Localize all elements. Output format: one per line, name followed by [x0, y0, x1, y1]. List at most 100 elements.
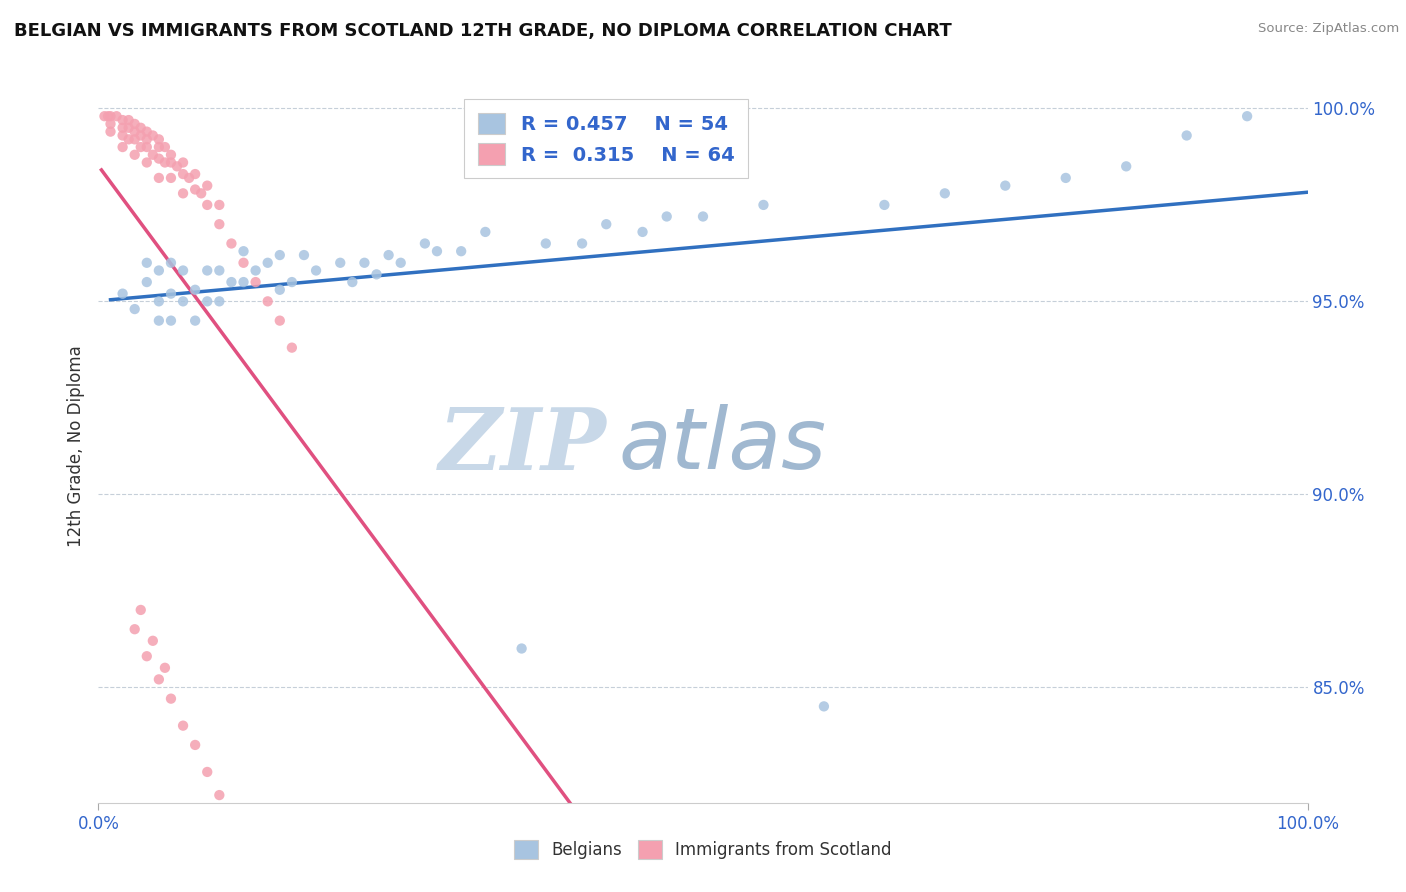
Point [142, 148, 165, 162]
Point [1236, 109, 1258, 123]
Point [184, 167, 207, 181]
Point [93, 109, 115, 123]
Point [1175, 128, 1198, 143]
Point [190, 186, 212, 201]
Point [135, 256, 157, 270]
Point [377, 248, 399, 262]
Point [269, 313, 291, 327]
Point [1054, 170, 1077, 185]
Point [269, 248, 291, 262]
Point [160, 313, 183, 327]
Point [221, 236, 243, 251]
Point [148, 313, 170, 327]
Point [208, 217, 231, 231]
Point [148, 673, 170, 687]
Point [153, 155, 176, 169]
Point [184, 313, 207, 327]
Point [595, 217, 617, 231]
Point [148, 170, 170, 185]
Legend: Belgians, Immigrants from Scotland: Belgians, Immigrants from Scotland [508, 834, 898, 866]
Point [184, 738, 207, 752]
Point [269, 283, 291, 297]
Point [208, 198, 231, 212]
Point [129, 140, 152, 154]
Point [135, 125, 157, 139]
Point [195, 294, 218, 309]
Point [342, 275, 364, 289]
Point [118, 132, 141, 146]
Point [195, 764, 218, 779]
Point [148, 263, 170, 277]
Point [172, 294, 194, 309]
Point [129, 120, 152, 135]
Point [160, 286, 183, 301]
Point [124, 125, 146, 139]
Point [232, 275, 254, 289]
Point [752, 198, 775, 212]
Point [413, 236, 436, 251]
Point [124, 117, 146, 131]
Point [142, 128, 165, 143]
Point [256, 294, 278, 309]
Point [148, 152, 170, 166]
Point [245, 275, 267, 289]
Point [135, 140, 157, 154]
Y-axis label: 12th Grade, No Diploma: 12th Grade, No Diploma [66, 345, 84, 547]
Point [221, 275, 243, 289]
Point [1115, 159, 1137, 173]
Point [172, 155, 194, 169]
Point [934, 186, 956, 201]
Text: Source: ZipAtlas.com: Source: ZipAtlas.com [1258, 22, 1399, 36]
Point [129, 603, 152, 617]
Point [195, 178, 218, 193]
Point [142, 633, 165, 648]
Point [329, 256, 352, 270]
Point [160, 148, 183, 162]
Point [111, 128, 134, 143]
Text: atlas: atlas [619, 404, 827, 488]
Point [631, 225, 654, 239]
Point [100, 109, 122, 123]
Point [195, 263, 218, 277]
Point [534, 236, 557, 251]
Point [160, 170, 183, 185]
Point [208, 294, 231, 309]
Point [813, 699, 835, 714]
Text: BELGIAN VS IMMIGRANTS FROM SCOTLAND 12TH GRADE, NO DIPLOMA CORRELATION CHART: BELGIAN VS IMMIGRANTS FROM SCOTLAND 12TH… [14, 22, 952, 40]
Point [148, 294, 170, 309]
Point [256, 256, 278, 270]
Point [281, 341, 304, 355]
Point [292, 248, 315, 262]
Point [111, 286, 134, 301]
Point [166, 159, 188, 173]
Point [232, 256, 254, 270]
Point [184, 182, 207, 196]
Point [692, 210, 714, 224]
Point [135, 155, 157, 169]
Point [118, 113, 141, 128]
Point [208, 263, 231, 277]
Point [135, 275, 157, 289]
Point [111, 113, 134, 128]
Point [571, 236, 593, 251]
Text: ZIP: ZIP [439, 404, 606, 488]
Point [135, 132, 157, 146]
Point [111, 140, 134, 154]
Point [172, 719, 194, 733]
Point [160, 155, 183, 169]
Point [97, 109, 120, 123]
Point [389, 256, 412, 270]
Point [195, 198, 218, 212]
Point [184, 283, 207, 297]
Point [148, 132, 170, 146]
Point [994, 178, 1017, 193]
Point [353, 256, 375, 270]
Point [281, 275, 304, 289]
Point [100, 125, 122, 139]
Point [873, 198, 896, 212]
Point [118, 120, 141, 135]
Point [172, 167, 194, 181]
Point [172, 186, 194, 201]
Point [474, 225, 496, 239]
Point [208, 788, 231, 802]
